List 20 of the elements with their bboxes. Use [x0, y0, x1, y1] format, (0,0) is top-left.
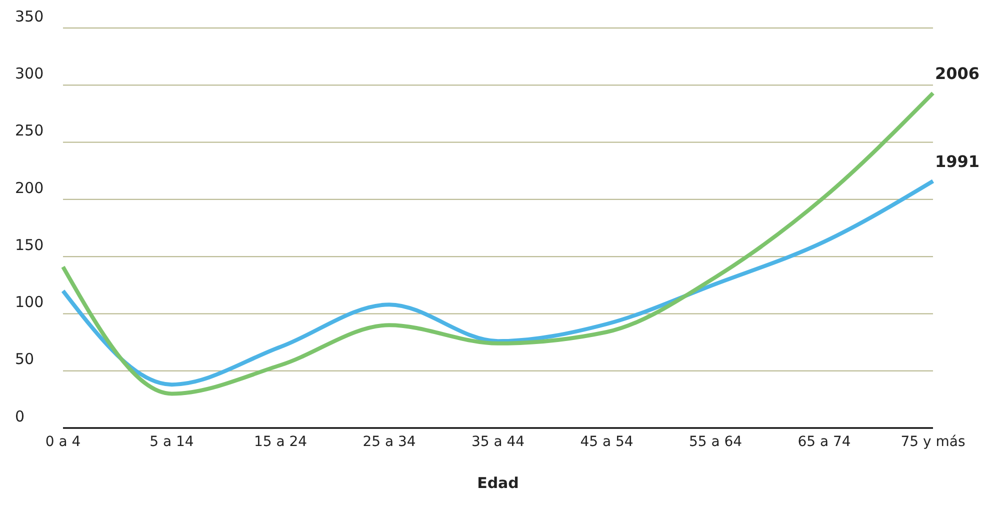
series-label: 1991 [935, 152, 980, 172]
x-tick-label: 15 a 24 [254, 434, 308, 450]
y-tick-label: 50 [15, 350, 34, 368]
x-tick-label: 5 a 14 [150, 434, 194, 450]
x-tick-label: 55 a 64 [688, 434, 742, 450]
x-tick-label: 25 a 34 [362, 434, 416, 450]
x-tick-label: 0 a 4 [45, 434, 81, 450]
series-label: 2006 [935, 64, 980, 84]
x-tick-label: 35 a 44 [471, 434, 525, 450]
y-tick-label: 300 [15, 64, 44, 82]
y-tick-label: 150 [15, 236, 44, 254]
y-tick-label: 350 [15, 7, 44, 26]
y-tick-label: 200 [15, 178, 44, 197]
y-tick-label: 0 [15, 407, 25, 426]
x-axis-title: Edad [477, 474, 519, 492]
x-tick-label: 65 a 74 [798, 434, 851, 450]
x-tick-label: 75 y más [900, 434, 966, 450]
y-tick-label: 100 [15, 293, 44, 312]
x-tick-label: 45 a 54 [580, 434, 634, 450]
y-tick-label: 250 [15, 122, 44, 140]
